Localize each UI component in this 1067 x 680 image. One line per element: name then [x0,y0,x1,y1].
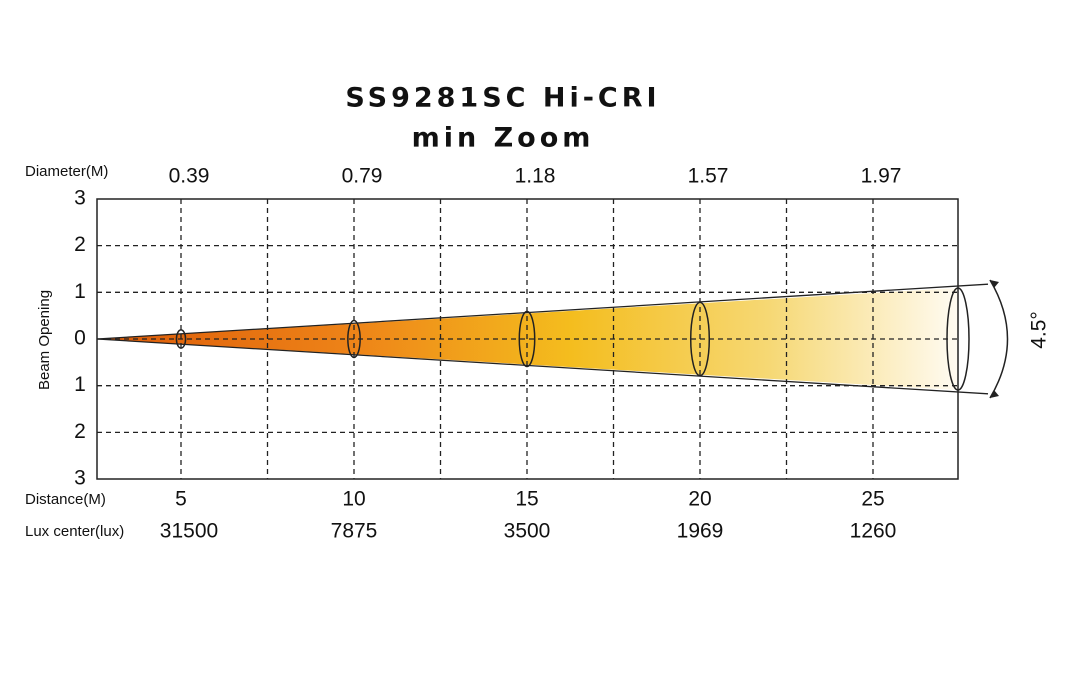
beam-ellipse [175,329,187,349]
distance-label: 25 [861,488,884,511]
lux-label: 31500 [160,520,218,543]
lux-label: 1260 [850,520,897,543]
chart-title: SS9281SC Hi-CRI [345,83,660,114]
lux-label: 1969 [677,520,724,543]
arrow-head [990,390,999,399]
chart-subtitle: min Zoom [412,123,595,154]
lux-label: 7875 [331,520,378,543]
beam-ellipse [347,319,361,359]
arrow-head [990,279,999,288]
beam-angle: 4.5° [1028,311,1051,349]
y-tick-label: 3 [74,186,86,209]
diameter-label: 0.79 [342,165,383,188]
distance-label: 15 [515,488,538,511]
y-tick-label: 3 [74,467,86,490]
y-tick-label: 1 [74,280,86,303]
plot: 32101235315000.391078750.791535001.18201… [74,165,1050,543]
plot-frame [96,198,959,480]
y-tick-label: 0 [74,327,86,350]
diameter-label: 0.39 [169,165,210,188]
diameter-label: 1.97 [861,165,902,188]
diameter-label: 1.18 [515,165,556,188]
distance-label: 5 [175,488,187,511]
y-tick-label: 2 [74,233,86,256]
lux-label: 3500 [504,520,551,543]
distance-label: 10 [342,488,365,511]
y-tick-label: 2 [74,420,86,443]
y-tick-label: 1 [74,373,86,396]
distance-label: Distance(M) [25,491,106,508]
y-axis-label: Beam Opening [36,290,53,390]
diameter-label: Diameter(M) [25,163,108,180]
lux-label: Lux center(lux) [25,523,124,540]
diameter-label: 1.57 [688,165,729,188]
beam-ellipse [518,310,536,368]
distance-label: 20 [688,488,711,511]
cone-edge [96,283,989,340]
angle-arc [989,279,1009,399]
cone-edge [96,338,989,395]
